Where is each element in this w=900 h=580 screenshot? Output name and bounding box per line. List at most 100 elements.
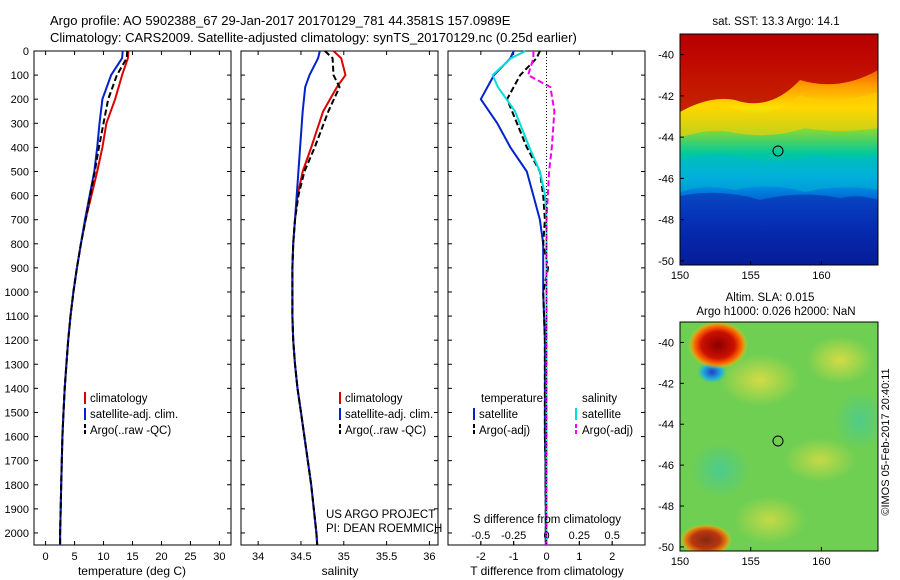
map-y-tick-label: -44 — [658, 132, 674, 144]
header-line-2: Climatology: CARS2009. Satellite-adjuste… — [50, 30, 577, 45]
map-y-tick-label: -44 — [658, 419, 674, 431]
map-x-tick-label: 160 — [812, 270, 830, 282]
x-tick-label: 34 — [252, 551, 264, 563]
temperature-panel-frame — [33, 50, 232, 546]
legend-label-s-argo: Argo(-adj) — [582, 425, 633, 437]
sla-map-axes: 150 155 160 -40 -42 -44 -46 -48 -50 — [658, 337, 831, 568]
salinity-xlabel: salinity — [322, 564, 359, 578]
map-y-tick-label: -48 — [658, 501, 674, 513]
series-line-satellite-adj-clim — [291, 50, 321, 546]
map-y-tick-label: -40 — [658, 337, 674, 349]
legend-label-argo: Argo(..raw -QC) — [345, 425, 426, 437]
legend-title-salinity: salinity — [582, 393, 617, 405]
x-tick-label: 34.5 — [290, 551, 311, 563]
x-tick-label: 0 — [543, 551, 549, 563]
x-tick-label: 36 — [423, 551, 435, 563]
x-tick-label: 0.5 — [605, 530, 620, 542]
map-y-tick-label: -50 — [658, 256, 674, 268]
series-line-argo-raw-qc — [59, 50, 129, 545]
sst-warm-patch — [680, 34, 878, 112]
depth-tick-label: 1200 — [5, 335, 29, 347]
axis-ticks: 0 5 10 15 20 25 30 34 34.5 35 35.5 36 -2 -1 0 1 2 -0.5 -0.… — [34, 50, 645, 563]
x-tick-label: 10 — [97, 551, 109, 563]
sla-high-patch — [784, 438, 856, 482]
difference-top-label: S difference from climatology — [473, 514, 621, 526]
sla-high-patch — [720, 354, 800, 406]
depth-tick-label: 600 — [11, 191, 29, 203]
series-line-temperature-argo-adj — [506, 50, 550, 545]
legend-label-t-argo: Argo(-adj) — [479, 425, 530, 437]
sst-map-axes: 150 155 160 -40 -42 -44 -46 -48 -50 — [658, 50, 831, 282]
sst-map-title: sat. SST: 13.3 Argo: 14.1 — [712, 16, 839, 28]
series-line-climatology — [59, 50, 130, 545]
legend-label-climatology: climatology — [90, 393, 148, 405]
legend-label-t-satellite: satellite — [479, 409, 518, 421]
depth-tick-label: 1500 — [5, 407, 29, 419]
sst-cool-band — [680, 154, 878, 192]
map-y-tick-label: -48 — [658, 215, 674, 227]
x-tick-label: 35 — [338, 551, 350, 563]
temperature-xlabel: temperature (deg C) — [78, 564, 186, 578]
sla-low-patch — [690, 442, 750, 498]
x-tick-label: -2 — [476, 551, 486, 563]
salinity-panel-frame — [240, 50, 439, 546]
map-y-tick-label: -46 — [658, 173, 674, 185]
map-y-tick-label: -42 — [658, 378, 674, 390]
sst-map-frame — [679, 33, 879, 266]
x-tick-label: 5 — [71, 551, 77, 563]
x-tick-label: -0.25 — [501, 530, 526, 542]
project-line-2: PI: DEAN ROEMMICH — [326, 523, 442, 535]
depth-tick-label: 900 — [11, 263, 29, 275]
sst-map — [680, 34, 878, 265]
profile-curves — [59, 50, 556, 546]
x-tick-label: 2 — [609, 551, 615, 563]
series-line-climatology — [291, 50, 347, 546]
legend-title-temperature: temperature — [481, 393, 543, 405]
depth-tick-label: 100 — [11, 70, 29, 82]
x-tick-label: 25 — [184, 551, 196, 563]
sla-argo-marker — [772, 435, 784, 447]
sst-cold-region — [680, 192, 878, 265]
header-line-1: Argo profile: AO 5902388_67 29-Jan-2017 … — [50, 13, 511, 28]
map-x-tick-label: 150 — [671, 556, 689, 568]
legend-label-argo: Argo(..raw -QC) — [90, 425, 171, 437]
x-tick-label: 30 — [213, 551, 225, 563]
depth-tick-label: 1300 — [5, 359, 29, 371]
series-line-argo-raw-qc — [291, 50, 341, 546]
depth-tick-label: 500 — [11, 166, 29, 178]
depth-tick-label: 300 — [11, 118, 29, 130]
map-x-tick-label: 150 — [671, 270, 689, 282]
depth-tick-label: 1400 — [5, 383, 29, 395]
depth-tick-label: 1700 — [5, 456, 29, 468]
map-y-tick-label: -42 — [658, 91, 674, 103]
depth-tick-label: 0 — [23, 46, 29, 58]
imos-credit: ©IMOS 05-Feb-2017 20:40:11 — [880, 368, 892, 515]
sst-argo-marker — [772, 145, 784, 157]
depth-tick-label: 1100 — [5, 311, 29, 323]
difference-legend: temperature salinity satellite Argo(-adj… — [473, 393, 633, 437]
legend-label-satellite: satellite-adj. clim. — [90, 409, 178, 421]
map-x-tick-label: 155 — [742, 556, 760, 568]
sla-map — [680, 322, 878, 551]
sla-high-patch — [680, 524, 732, 551]
sla-high-patch — [734, 496, 806, 544]
sla-map-title-1: Altim. SLA: 0.015 — [726, 292, 815, 304]
depth-tick-label: 200 — [11, 94, 29, 106]
x-tick-label: 35.5 — [376, 551, 397, 563]
series-line-temperature-satellite — [479, 50, 547, 545]
x-tick-label: 0 — [43, 551, 49, 563]
depth-tick-label: 1800 — [5, 480, 29, 492]
map-x-tick-label: 155 — [742, 270, 760, 282]
map-y-tick-label: -46 — [658, 460, 674, 472]
x-tick-label: 15 — [126, 551, 138, 563]
series-line-salinity-argo-adj — [527, 51, 556, 545]
legend-label-s-satellite: satellite — [582, 409, 621, 421]
difference-xlabel: T difference from climatology — [470, 564, 624, 578]
depth-tick-label: 800 — [11, 239, 29, 251]
depth-axis-labels: 0 100 200 300 400 500 600 700 800 900 1000 1100 1200… — [5, 46, 29, 540]
series-line-salinity-satellite — [491, 50, 548, 545]
depth-tick-label: 1600 — [5, 432, 29, 444]
sst-front-band — [680, 92, 878, 138]
